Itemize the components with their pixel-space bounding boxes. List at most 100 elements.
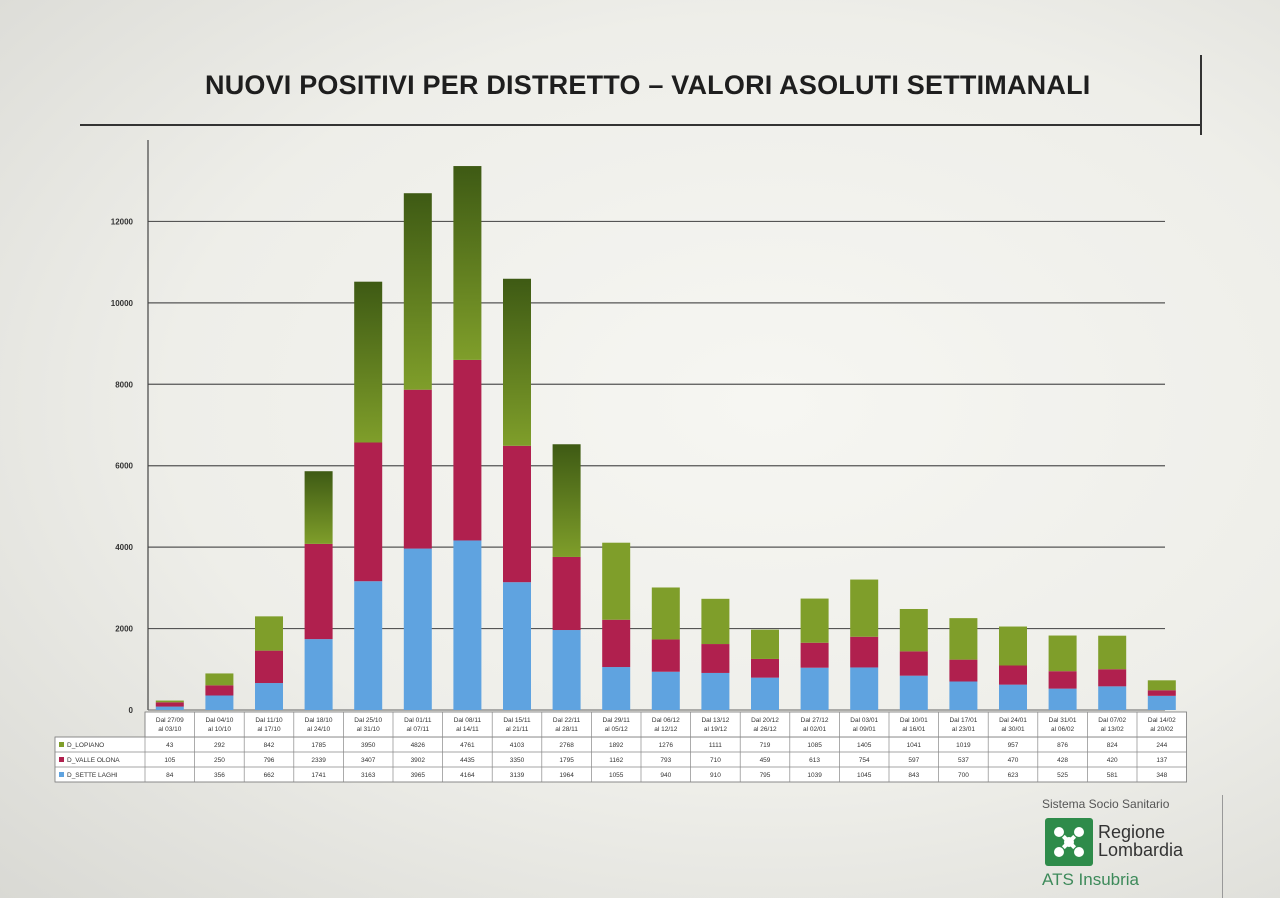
category-label: al 21/11 bbox=[506, 726, 529, 733]
data-label: 1795 bbox=[559, 757, 574, 764]
data-label: 43 bbox=[166, 742, 174, 749]
data-label: 795 bbox=[760, 772, 771, 779]
data-label: 428 bbox=[1057, 757, 1068, 764]
category-label: al 14/11 bbox=[456, 726, 479, 733]
bar-segment-d-valle-olona bbox=[751, 658, 779, 678]
data-label: 3950 bbox=[361, 742, 376, 749]
bar-segment-d-valle-olona bbox=[503, 445, 531, 583]
bar-segment-d-lopiano bbox=[899, 608, 928, 652]
category-label: al 06/02 bbox=[1051, 726, 1075, 733]
ats-insubria-label: ATS Insubria bbox=[1042, 870, 1140, 889]
bar-segment-d-lopiano bbox=[751, 629, 779, 659]
bar-segment-d-lopiano bbox=[255, 616, 283, 651]
bar-segment-d-sette-laghi bbox=[453, 540, 482, 710]
category-label: Dal 13/12 bbox=[701, 717, 729, 724]
bar-segment-d-sette-laghi bbox=[205, 695, 234, 710]
data-label: 84 bbox=[166, 772, 174, 779]
bar-segment-d-lopiano bbox=[850, 579, 879, 637]
category-label: al 20/02 bbox=[1150, 726, 1174, 733]
bar-segment-d-valle-olona bbox=[1048, 671, 1077, 689]
title-side-rule bbox=[1200, 55, 1202, 135]
data-label: 719 bbox=[760, 742, 771, 749]
data-label: 537 bbox=[958, 757, 969, 764]
data-label: 470 bbox=[1008, 757, 1019, 764]
data-label: 2339 bbox=[311, 757, 326, 764]
data-label: 793 bbox=[660, 757, 671, 764]
footer-divider bbox=[1222, 795, 1223, 898]
data-label: 2768 bbox=[559, 742, 574, 749]
category-label: al 28/11 bbox=[555, 726, 578, 733]
bar-segment-d-sette-laghi bbox=[503, 582, 531, 710]
data-label: 244 bbox=[1156, 742, 1167, 749]
bar-segment-d-valle-olona bbox=[850, 636, 879, 668]
category-label: Dal 03/01 bbox=[850, 717, 878, 724]
bar-segment-d-valle-olona bbox=[155, 702, 184, 707]
y-tick-label: 12000 bbox=[111, 217, 134, 226]
y-tick-label: 8000 bbox=[115, 380, 133, 389]
bar-segment-d-sette-laghi bbox=[552, 630, 581, 710]
data-label: 623 bbox=[1008, 772, 1019, 779]
category-label: al 09/01 bbox=[853, 726, 877, 733]
data-label: 1039 bbox=[807, 772, 822, 779]
category-label: Dal 27/12 bbox=[801, 717, 829, 724]
category-label: Dal 06/12 bbox=[652, 717, 680, 724]
bar-segment-d-lopiano bbox=[453, 166, 482, 360]
category-label: al 30/01 bbox=[1001, 726, 1025, 733]
data-label: 613 bbox=[809, 757, 820, 764]
data-label: 843 bbox=[908, 772, 919, 779]
bar-segment-d-sette-laghi bbox=[1147, 695, 1176, 710]
category-label: Dal 07/02 bbox=[1098, 717, 1126, 724]
data-label: 1785 bbox=[311, 742, 326, 749]
data-label: 3139 bbox=[510, 772, 525, 779]
category-label: al 31/10 bbox=[357, 726, 381, 733]
data-label: 842 bbox=[264, 742, 275, 749]
category-label: al 13/02 bbox=[1101, 726, 1125, 733]
data-label: 1276 bbox=[659, 742, 674, 749]
category-label: Dal 14/02 bbox=[1148, 717, 1176, 724]
data-label: 3902 bbox=[411, 757, 426, 764]
data-label: 1085 bbox=[807, 742, 822, 749]
bar-segment-d-sette-laghi bbox=[155, 706, 184, 710]
category-label: Dal 29/11 bbox=[603, 717, 631, 724]
category-label: Dal 15/11 bbox=[503, 717, 531, 724]
y-tick-label: 2000 bbox=[115, 625, 133, 634]
category-label: Dal 17/01 bbox=[949, 717, 977, 724]
data-label: 459 bbox=[760, 757, 771, 764]
data-label: 581 bbox=[1107, 772, 1118, 779]
category-label: Dal 25/10 bbox=[354, 717, 382, 724]
data-label: 597 bbox=[908, 757, 919, 764]
legend-series-name: D_LOPIANO bbox=[67, 742, 104, 749]
data-label: 957 bbox=[1008, 742, 1019, 749]
bar-segment-d-lopiano bbox=[602, 542, 631, 620]
bar-segment-d-valle-olona bbox=[701, 644, 730, 673]
bar-segment-d-valle-olona bbox=[899, 651, 928, 676]
data-label: 700 bbox=[958, 772, 969, 779]
category-label: al 05/12 bbox=[605, 726, 629, 733]
bar-segment-d-sette-laghi bbox=[354, 581, 383, 710]
category-label: Dal 31/01 bbox=[1049, 717, 1077, 724]
data-label: 710 bbox=[710, 757, 721, 764]
data-label: 525 bbox=[1057, 772, 1068, 779]
bar-segment-d-sette-laghi bbox=[255, 683, 283, 710]
category-label: Dal 18/10 bbox=[305, 717, 333, 724]
bar-segment-d-valle-olona bbox=[999, 665, 1027, 685]
data-label: 910 bbox=[710, 772, 721, 779]
data-label: 876 bbox=[1057, 742, 1068, 749]
category-label: al 19/12 bbox=[704, 726, 728, 733]
region-line1: Regione bbox=[1098, 822, 1166, 842]
category-label: al 24/10 bbox=[307, 726, 331, 733]
data-label: 1741 bbox=[311, 772, 326, 779]
bar-segment-d-valle-olona bbox=[651, 639, 680, 672]
data-table bbox=[54, 736, 1187, 783]
data-label: 1162 bbox=[609, 757, 623, 764]
bar-segment-d-sette-laghi bbox=[602, 667, 631, 710]
category-label: Dal 24/01 bbox=[999, 717, 1027, 724]
category-label: al 07/11 bbox=[406, 726, 429, 733]
bar-segment-d-lopiano bbox=[205, 673, 234, 686]
data-label: 1045 bbox=[857, 772, 872, 779]
bar-segment-d-sette-laghi bbox=[304, 639, 333, 710]
y-tick-label: 6000 bbox=[115, 462, 133, 471]
data-label: 292 bbox=[214, 742, 225, 749]
bar-segment-d-lopiano bbox=[403, 193, 432, 390]
